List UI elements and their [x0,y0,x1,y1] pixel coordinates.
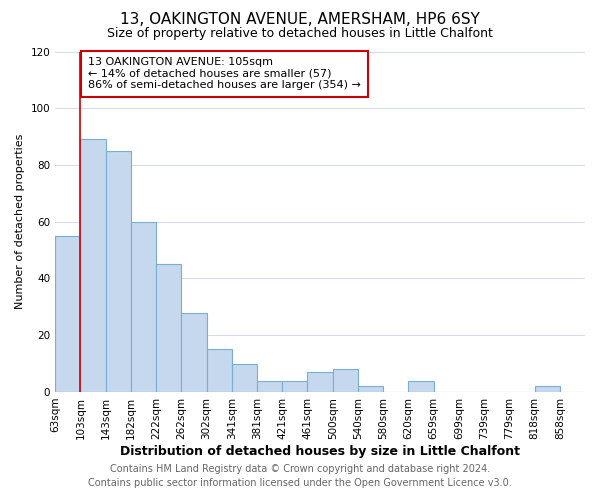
Bar [181,312,206,392]
Bar [257,380,282,392]
Bar [332,370,358,392]
Bar [106,151,131,392]
Bar [232,364,257,392]
Bar [206,350,232,392]
Bar [55,236,80,392]
Bar [535,386,560,392]
Bar [282,380,307,392]
X-axis label: Distribution of detached houses by size in Little Chalfont: Distribution of detached houses by size … [120,444,520,458]
Bar [358,386,383,392]
Y-axis label: Number of detached properties: Number of detached properties [15,134,25,310]
Bar [80,140,106,392]
Text: 13 OAKINGTON AVENUE: 105sqm
← 14% of detached houses are smaller (57)
86% of sem: 13 OAKINGTON AVENUE: 105sqm ← 14% of det… [88,57,361,90]
Text: Size of property relative to detached houses in Little Chalfont: Size of property relative to detached ho… [107,28,493,40]
Bar [131,222,156,392]
Bar [409,380,434,392]
Text: 13, OAKINGTON AVENUE, AMERSHAM, HP6 6SY: 13, OAKINGTON AVENUE, AMERSHAM, HP6 6SY [120,12,480,28]
Bar [156,264,181,392]
Bar [307,372,332,392]
Text: Contains HM Land Registry data © Crown copyright and database right 2024.
Contai: Contains HM Land Registry data © Crown c… [88,464,512,487]
